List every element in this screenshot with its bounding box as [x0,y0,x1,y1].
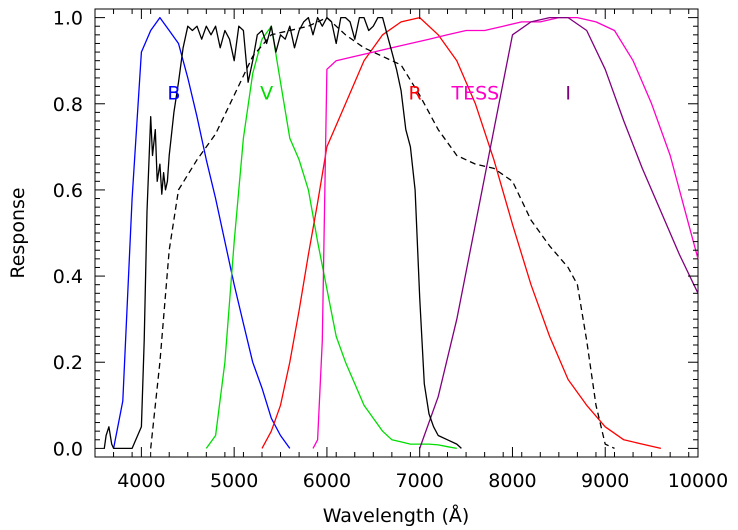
x-tick-label: 10000 [668,470,728,492]
series-layer [103,16,699,450]
y-axis-title: Response [7,187,29,278]
y-tick-label: 1.0 [53,8,83,30]
x-tick-label: 4000 [117,470,165,492]
y-tick-label: 0.4 [53,266,83,288]
series-line-black-6 [103,16,462,450]
y-tick-label: 0.2 [53,352,83,374]
band-labels: B V R TESS I [167,82,571,104]
x-tick-label: 5000 [210,470,258,492]
x-tick-label: 6000 [303,470,351,492]
x-axis-title: Wavelength (Å) [323,504,470,527]
y-tick-label: 0.0 [53,438,83,460]
plot-area: B V R TESS I 4000 5000 6000 7000 8000 9000 10000 0.… [53,8,728,492]
x-tick-label: 7000 [396,470,444,492]
series-line-i [419,16,699,449]
band-label-v: V [260,82,273,104]
series-line-v [205,25,457,450]
x-tick-label: 9000 [581,470,629,492]
band-label-b: B [167,82,180,104]
series-line-black-5 [150,16,615,449]
band-label-tess: TESS [450,82,499,104]
series-line-tess [312,16,699,449]
band-label-i: I [565,82,571,104]
y-tick-label: 0.8 [53,94,83,116]
band-label-r: R [408,82,421,104]
series-line-b [112,16,291,449]
y-tick-label: 0.6 [53,180,83,202]
axis-ticks: 4000 5000 6000 7000 8000 9000 10000 0.0 0.2 0.4 0.… [53,8,728,492]
x-tick-label: 8000 [488,470,536,492]
series-line-r [261,16,662,450]
